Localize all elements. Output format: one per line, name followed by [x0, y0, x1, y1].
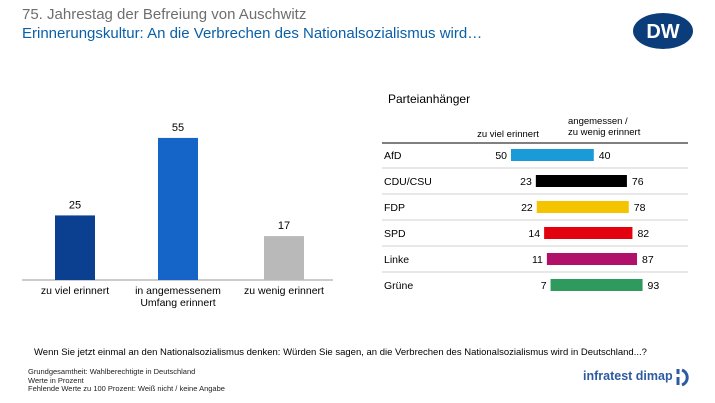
bar-3	[264, 236, 304, 280]
value-label: 78	[634, 202, 646, 214]
bar-value-label: 55	[172, 122, 184, 134]
dw-logo-text: DW	[646, 21, 679, 43]
value-label: 22	[521, 202, 533, 214]
value-label: 76	[632, 176, 644, 188]
bar-2	[158, 137, 198, 280]
bar-zu-viel	[535, 175, 557, 187]
bar-value-label: 25	[69, 199, 81, 211]
bar-zu-viel	[544, 227, 557, 239]
bar-zu-viel	[511, 149, 557, 161]
value-label: 23	[520, 176, 532, 188]
party-label: Grüne	[384, 280, 413, 292]
category-label: zu wenig erinnert	[244, 285, 324, 297]
bar-angemessen-zu-wenig	[557, 279, 643, 291]
bar-angemessen-zu-wenig	[557, 227, 633, 239]
source-brand: infratest dimap	[583, 369, 673, 383]
page-title: Erinnerungskultur: An die Verbrechen des…	[22, 25, 483, 42]
bar-angemessen-zu-wenig	[557, 175, 627, 187]
footnote: Grundgesamtheit: Wahlberechtigte in Deut…	[28, 367, 225, 394]
value-label: 11	[532, 254, 543, 266]
value-label: 7	[541, 280, 547, 292]
party-label: AfD	[384, 150, 402, 162]
column-header: angemessen /	[568, 116, 628, 127]
party-label: SPD	[384, 228, 406, 240]
dw-logo: DW	[633, 13, 693, 49]
bar-angemessen-zu-wenig	[557, 201, 629, 213]
category-label: in angemessenem	[135, 285, 221, 297]
footnote-line: Werte in Prozent	[28, 375, 84, 385]
dw-logo-background	[633, 13, 693, 49]
value-label: 93	[648, 280, 660, 292]
party-label: Linke	[384, 254, 409, 266]
column-header: zu wenig erinnert	[568, 127, 641, 138]
bar-1	[55, 215, 95, 280]
supertitle: 75. Jahrestag der Befreiung von Auschwit…	[22, 6, 307, 23]
value-label: 82	[637, 228, 649, 240]
party-label: FDP	[384, 202, 405, 214]
bar-angemessen-zu-wenig	[557, 149, 594, 161]
category-label: zu viel erinnert	[41, 285, 109, 297]
value-label: 87	[642, 254, 654, 266]
footnote-line: Grundgesamtheit: Wahlberechtigte in Deut…	[28, 367, 196, 376]
column-header: zu viel erinnert	[477, 129, 539, 140]
infratest-logo-icon	[676, 368, 689, 387]
survey-question: Wenn Sie jetzt einmal an den Nationalsoz…	[34, 347, 647, 358]
party-chart-title: Parteianhänger	[388, 92, 471, 106]
bar-value-label: 17	[278, 220, 290, 232]
footnote-line: Fehlende Werte zu 100 Prozent: Weiß nich…	[28, 384, 225, 394]
value-label: 40	[599, 150, 611, 162]
bar-angemessen-zu-wenig	[557, 253, 638, 265]
value-label: 14	[528, 228, 540, 240]
bar-zu-viel	[550, 279, 557, 291]
bar-zu-viel	[536, 201, 557, 213]
party-label: CDU/CSU	[384, 176, 432, 188]
category-label: Umfang erinnert	[140, 297, 215, 309]
bar-zu-viel	[546, 253, 557, 265]
value-label: 50	[495, 150, 507, 162]
